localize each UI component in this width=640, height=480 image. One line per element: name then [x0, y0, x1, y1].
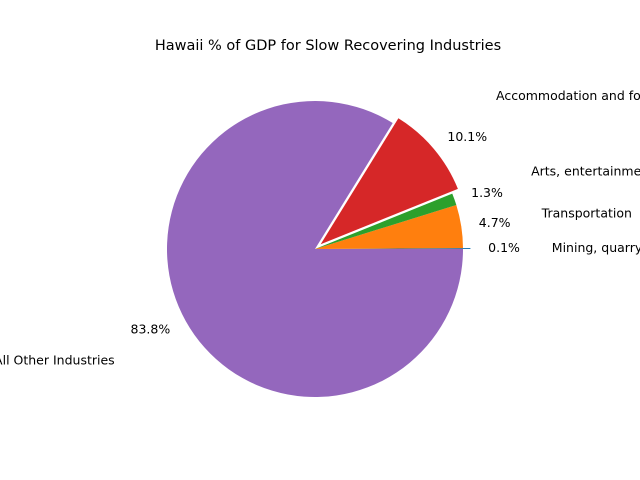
pct-label-transportation: 4.7%: [479, 215, 511, 230]
pct-label-all-other-industries: 83.8%: [131, 321, 171, 336]
pct-label-mining-quarrying: 0.1%: [488, 240, 520, 255]
pie-slice-arts-entertainment: [315, 193, 457, 249]
category-label-all-other-industries: All Other Industries: [0, 352, 115, 367]
labels-group: 0.1% Mining, quarrying 4.7% Transportation 1…: [0, 88, 640, 367]
pie-slice-all-other-industries: [167, 101, 463, 397]
pie-slice-transportation: [315, 205, 463, 249]
pie-slice-mining-quarrying: [322, 248, 471, 249]
category-label-transportation: Transportation: [541, 205, 632, 220]
chart-title: Hawaii % of GDP for Slow Recovering Indu…: [155, 38, 501, 54]
pct-label-accommodation-and-food-services: 10.1%: [447, 129, 487, 144]
category-label-mining-quarrying: Mining, quarrying: [552, 240, 640, 255]
pie-slice-accommodation-and-food-services: [320, 118, 458, 245]
category-label-arts-entertainment: Arts, entertainment: [531, 163, 640, 178]
pct-label-arts-entertainment: 1.3%: [471, 185, 503, 200]
slices-group: [167, 101, 471, 397]
category-label-accommodation-and-food-services: Accommodation and food services: [496, 88, 640, 103]
